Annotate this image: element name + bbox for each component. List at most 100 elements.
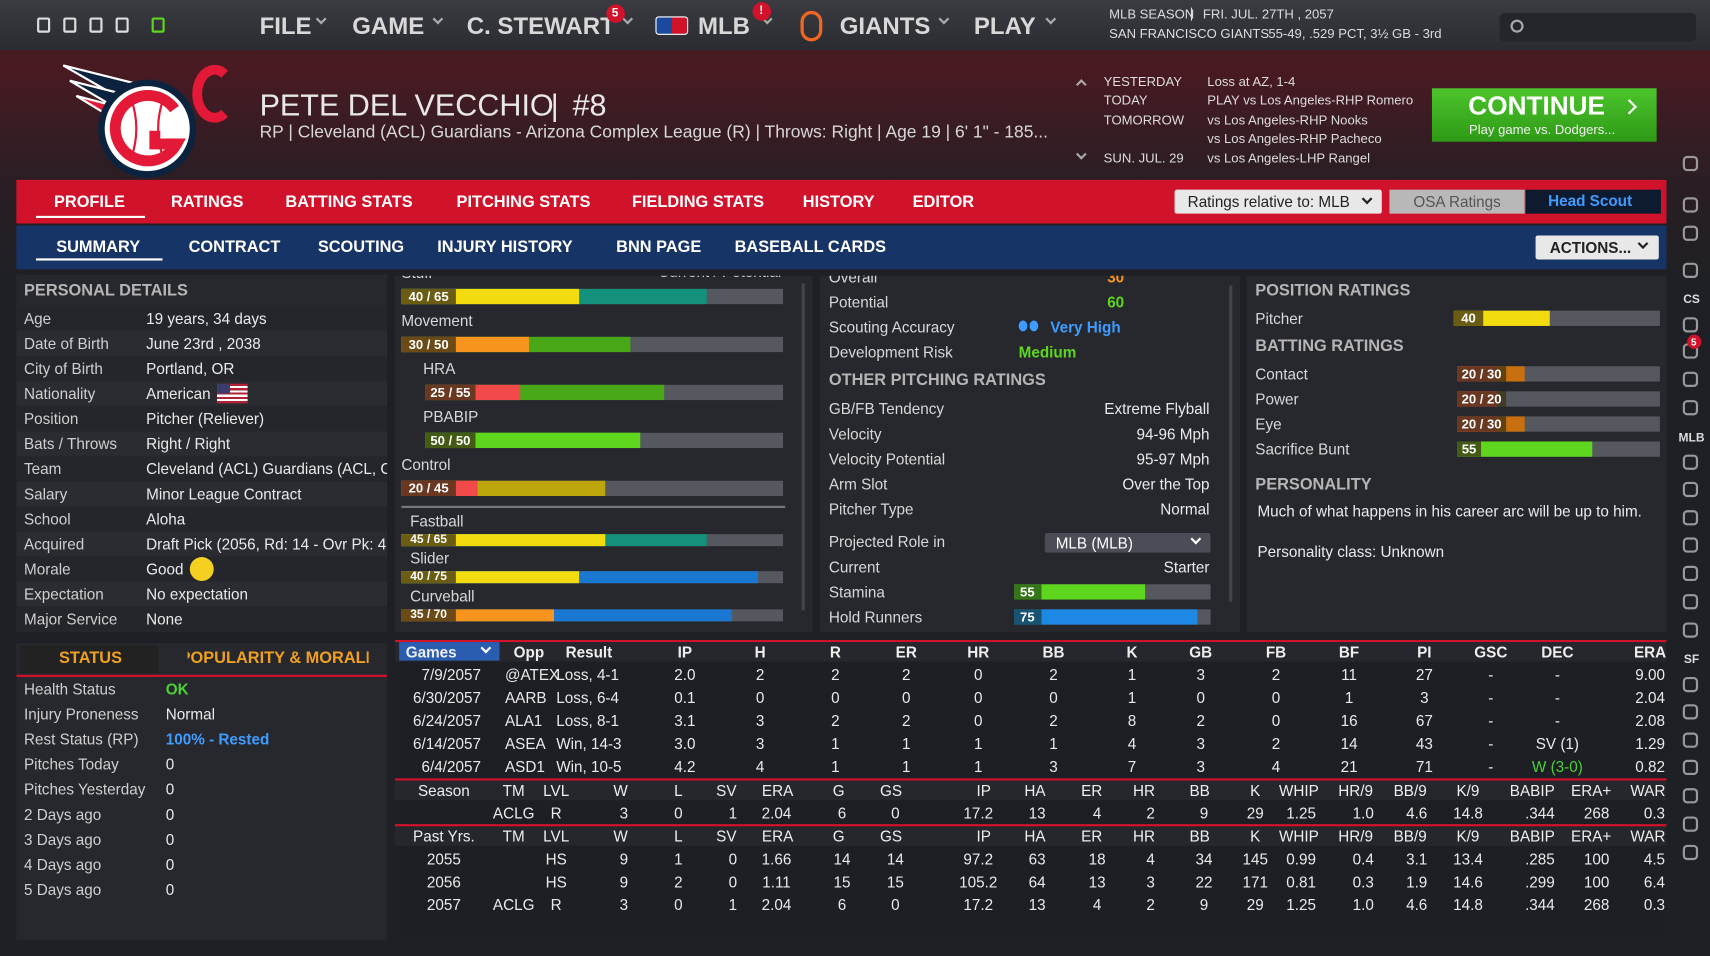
personality-text: Much of what happens in his career arc w… (1257, 502, 1642, 520)
field-value: Portland, OR (146, 359, 235, 378)
sidebar-icon[interactable] (1682, 816, 1699, 832)
sidebar-icon[interactable] (1682, 197, 1699, 213)
sidebar-icon[interactable] (1682, 400, 1699, 416)
field-label: Position (23, 409, 79, 428)
sidebar-icon[interactable] (1682, 759, 1699, 776)
tab[interactable]: PROFILE (53, 192, 125, 212)
star-icon[interactable] (115, 17, 129, 33)
column-header: IP (976, 781, 991, 800)
dropdown[interactable] (1044, 533, 1211, 553)
column-header: DEC (1541, 643, 1574, 661)
tab[interactable]: BATTING STATS (285, 192, 413, 212)
tab[interactable]: POPULARITY & MORALE (187, 648, 369, 668)
sidebar-icon[interactable] (1682, 481, 1699, 498)
nav-item[interactable]: C. STEWART (466, 11, 615, 40)
sidebar-icon[interactable] (1682, 371, 1699, 387)
toggle-button[interactable] (1525, 189, 1661, 214)
column-header: K/9 (1456, 827, 1480, 845)
sidebar-icon[interactable] (1682, 510, 1699, 526)
sidebar-icon[interactable] (1682, 732, 1699, 748)
tab[interactable]: HISTORY (802, 192, 875, 212)
table-cell: 4 (755, 757, 765, 776)
table-cell: 1 (1127, 688, 1137, 707)
field-label: Pitches Yesterday (23, 780, 146, 798)
field-label: Injury Proneness (23, 705, 139, 723)
sidebar-icon[interactable] (1682, 704, 1699, 720)
bar-label-box (1457, 441, 1482, 457)
player-info: RP | Cleveland (ACL) Guardians - Arizona… (259, 123, 1048, 142)
column-header: PI (1417, 643, 1432, 661)
home-icon[interactable] (151, 17, 165, 33)
forward-icon[interactable] (89, 17, 103, 33)
sidebar-icon[interactable] (1682, 317, 1699, 333)
nav-item[interactable]: PLAY (973, 11, 1036, 40)
table-cell: 2 (1271, 734, 1281, 753)
dropdown[interactable] (1174, 189, 1382, 214)
sidebar-icon[interactable] (1682, 565, 1699, 582)
field-value: Extreme Flyball (1104, 400, 1210, 418)
sidebar-icon[interactable] (1682, 454, 1699, 470)
table-cell: 1.25 (1286, 804, 1316, 822)
sidebar-icon[interactable] (1682, 225, 1699, 241)
nav-item[interactable]: MLB (697, 11, 750, 40)
badge-count: 5 (611, 6, 619, 20)
column-header: K/9 (1456, 781, 1480, 800)
nav-item[interactable]: GIANTS (839, 11, 931, 40)
table-cell: 0.3 (1643, 896, 1666, 914)
table-cell: 27 (1415, 666, 1433, 684)
dropdown[interactable] (399, 642, 500, 661)
nav-item[interactable]: FILE (259, 11, 312, 40)
sidebar-icon[interactable] (1682, 788, 1699, 804)
sidebar-icon[interactable] (1682, 622, 1699, 638)
rating-name: Stuff (401, 276, 432, 283)
status-panel: STATUS POPULARITY & MORALE Health Status OK… (16, 643, 388, 940)
continue-button[interactable]: CONTINUE Play game vs. Dodgers... (1431, 88, 1657, 142)
subtab[interactable]: INJURY HISTORY (437, 237, 573, 257)
column-header: FB (1265, 643, 1287, 661)
page-icon[interactable] (63, 17, 77, 33)
nav-item[interactable]: GAME (352, 11, 425, 40)
sidebar-icon[interactable] (1682, 844, 1699, 861)
search-box[interactable] (1499, 13, 1696, 42)
field-value: 0 (165, 780, 175, 798)
sidebar-icon[interactable] (1682, 676, 1699, 693)
actions-button[interactable] (1535, 235, 1659, 260)
table-cell: 1 (902, 757, 911, 776)
subtab[interactable]: BASEBALL CARDS (734, 237, 887, 257)
table-cell: 9 (1199, 896, 1209, 914)
rating-name: Pitcher (1255, 309, 1303, 328)
column-header: TM (502, 827, 525, 845)
status-tab-bg (19, 645, 159, 674)
table-cell: 7/9/2057 (421, 666, 481, 684)
schedule-day: YESTERDAY (1103, 74, 1182, 90)
field-label: Development Risk (828, 343, 953, 361)
sidebar-label: CS (1683, 293, 1700, 307)
field-value: Good (146, 560, 184, 578)
sidebar-icon[interactable] (1682, 594, 1699, 610)
table-cell: 2 (674, 873, 683, 891)
tab[interactable]: FIELDING STATS (631, 192, 765, 212)
sidebar-icon[interactable] (1682, 537, 1699, 553)
subtab[interactable]: BNN PAGE (616, 237, 702, 257)
tab[interactable]: PITCHING STATS (456, 192, 591, 212)
column-header: ER (1081, 781, 1103, 800)
table-cell: 4 (1146, 850, 1155, 868)
sidebar-icon[interactable] (1682, 262, 1699, 278)
table-cell: 6/30/2057 (413, 688, 481, 707)
tab[interactable]: STATUS (59, 648, 123, 668)
tab[interactable]: RATINGS (171, 192, 244, 212)
back-icon[interactable] (37, 17, 51, 33)
bar-track (1457, 391, 1660, 407)
toggle-button[interactable] (1389, 189, 1525, 214)
badge (1687, 334, 1702, 349)
table-cell: 2.04 (1635, 688, 1665, 707)
field-value: None (146, 610, 183, 628)
table-cell: 171 (1242, 873, 1269, 891)
tab[interactable]: EDITOR (912, 192, 975, 212)
subtab[interactable]: CONTRACT (188, 237, 281, 257)
field-value: 0 (165, 855, 175, 874)
sidebar-icon[interactable] (1682, 155, 1699, 172)
table-cell: 2 (1271, 666, 1281, 684)
subtab[interactable]: SCOUTING (317, 237, 405, 257)
subtab[interactable]: SUMMARY (56, 237, 141, 257)
